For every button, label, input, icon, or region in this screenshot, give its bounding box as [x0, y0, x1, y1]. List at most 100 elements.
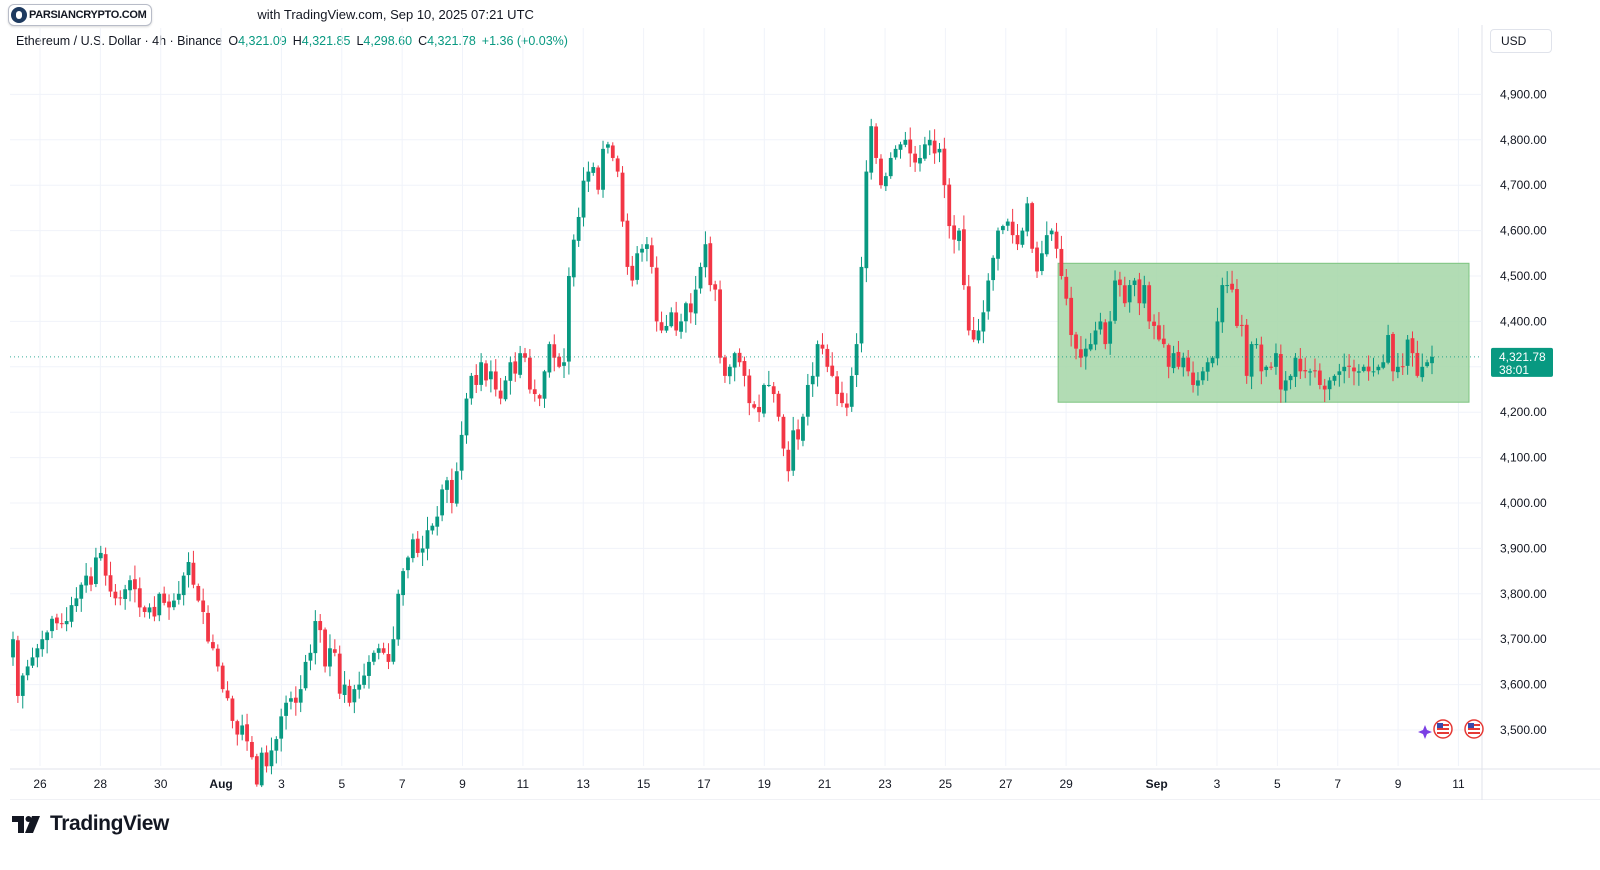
candle [1298, 348, 1303, 379]
candle-body [869, 126, 874, 173]
candle-body [11, 639, 15, 658]
candle [688, 293, 693, 324]
candle-body [1317, 370, 1322, 385]
price-chart[interactable]: 3,500.00 3,600.00 3,700.00 3,800.00 3,900.00… [0, 0, 1600, 800]
candle-body [1074, 334, 1078, 349]
candle-body [786, 449, 791, 472]
candle-body [747, 375, 752, 404]
event-icons[interactable] [1418, 719, 1484, 739]
candle-body [1049, 230, 1054, 235]
candle [815, 340, 820, 387]
candle-body [1264, 366, 1269, 371]
us-flag-icon[interactable] [1464, 719, 1484, 739]
candle [922, 136, 927, 161]
time-tick-label: Aug [209, 777, 232, 791]
watermark-badge: PARSIANCRYPTO.COM [8, 4, 152, 26]
candle [810, 362, 815, 397]
candle-body [815, 344, 820, 377]
candle [840, 381, 844, 408]
time-axis[interactable]: 26 28 30 Aug 3 5 7 9 11 13 15 17 19 21 23 25 27 29 Sep 3 5 7 9… [33, 777, 1465, 791]
time-tick-label: 11 [1452, 777, 1465, 791]
candle [464, 392, 469, 444]
candle-body [888, 157, 893, 177]
candle-body [342, 684, 347, 695]
candle-body [645, 244, 649, 249]
candle-body [103, 554, 108, 576]
us-flag-icon[interactable] [1433, 719, 1453, 739]
candle-body [674, 312, 679, 331]
candle [518, 345, 523, 379]
candle-body [211, 642, 215, 649]
candle-body [532, 389, 537, 395]
price-tick-label: 3,600.00 [1500, 678, 1547, 692]
candle-body [1391, 333, 1395, 372]
candle [1059, 235, 1064, 280]
candle [1093, 321, 1098, 351]
symbol-title[interactable]: Ethereum / U.S. Dollar · 4h · Binance [16, 34, 223, 48]
candle-body [591, 167, 596, 173]
candle [679, 313, 683, 339]
time-tick-label: 5 [338, 777, 345, 791]
candle [279, 708, 284, 752]
candle [1069, 286, 1074, 347]
candle [859, 256, 864, 353]
candle-body [527, 357, 532, 390]
candle-body [1030, 203, 1035, 249]
candle-body [835, 376, 839, 395]
candle [1356, 364, 1361, 386]
candle [718, 280, 722, 364]
candle-body [1274, 353, 1278, 367]
candle [1254, 338, 1259, 349]
candle-body [557, 356, 562, 367]
candle-body [776, 393, 781, 417]
candle-body [415, 538, 420, 553]
candle-body [1283, 380, 1288, 391]
tradingview-logo[interactable]: TradingView [12, 812, 169, 836]
candle-body [347, 685, 352, 703]
candle-body [757, 406, 761, 413]
candle-body [181, 575, 186, 596]
grid-lines [10, 25, 1600, 800]
candle-body [947, 184, 952, 227]
candle-body [1293, 357, 1298, 377]
candle-body [1371, 371, 1376, 373]
candle [542, 369, 547, 408]
candle [591, 162, 596, 176]
candle [1030, 201, 1035, 254]
parsiancrypto-logo-icon [11, 7, 27, 23]
candle-body [1069, 297, 1074, 336]
candle-body [245, 724, 249, 742]
currency-selector[interactable]: USD [1490, 29, 1552, 53]
candle [527, 349, 532, 394]
candle [747, 369, 752, 416]
sparkle-icon[interactable] [1418, 725, 1432, 739]
candle [1025, 196, 1030, 237]
time-tick-label: 21 [818, 777, 832, 791]
candle [289, 691, 293, 710]
candle [1171, 345, 1176, 374]
candle [1196, 372, 1200, 396]
candle-body [425, 530, 430, 549]
high-label: H [292, 34, 302, 48]
candle-body [913, 153, 918, 163]
candle [1337, 363, 1342, 387]
candle-body [1288, 375, 1293, 381]
candle [1152, 314, 1156, 340]
candle-body [752, 404, 757, 408]
candle-body [903, 139, 908, 145]
candle [35, 643, 40, 668]
candle-body [693, 289, 698, 314]
candle [74, 587, 79, 612]
candle-body [172, 600, 176, 608]
candle-body [762, 384, 766, 414]
time-tick-label: 7 [1334, 777, 1341, 791]
candle [1386, 324, 1391, 365]
candle-body [503, 380, 508, 400]
candle-body [508, 362, 513, 381]
candle [693, 275, 698, 325]
candle-body [606, 144, 610, 148]
candle-body [864, 171, 869, 269]
price-axis[interactable]: 3,500.00 3,600.00 3,700.00 3,800.00 3,900.00… [1500, 87, 1547, 737]
candle [1122, 276, 1127, 307]
